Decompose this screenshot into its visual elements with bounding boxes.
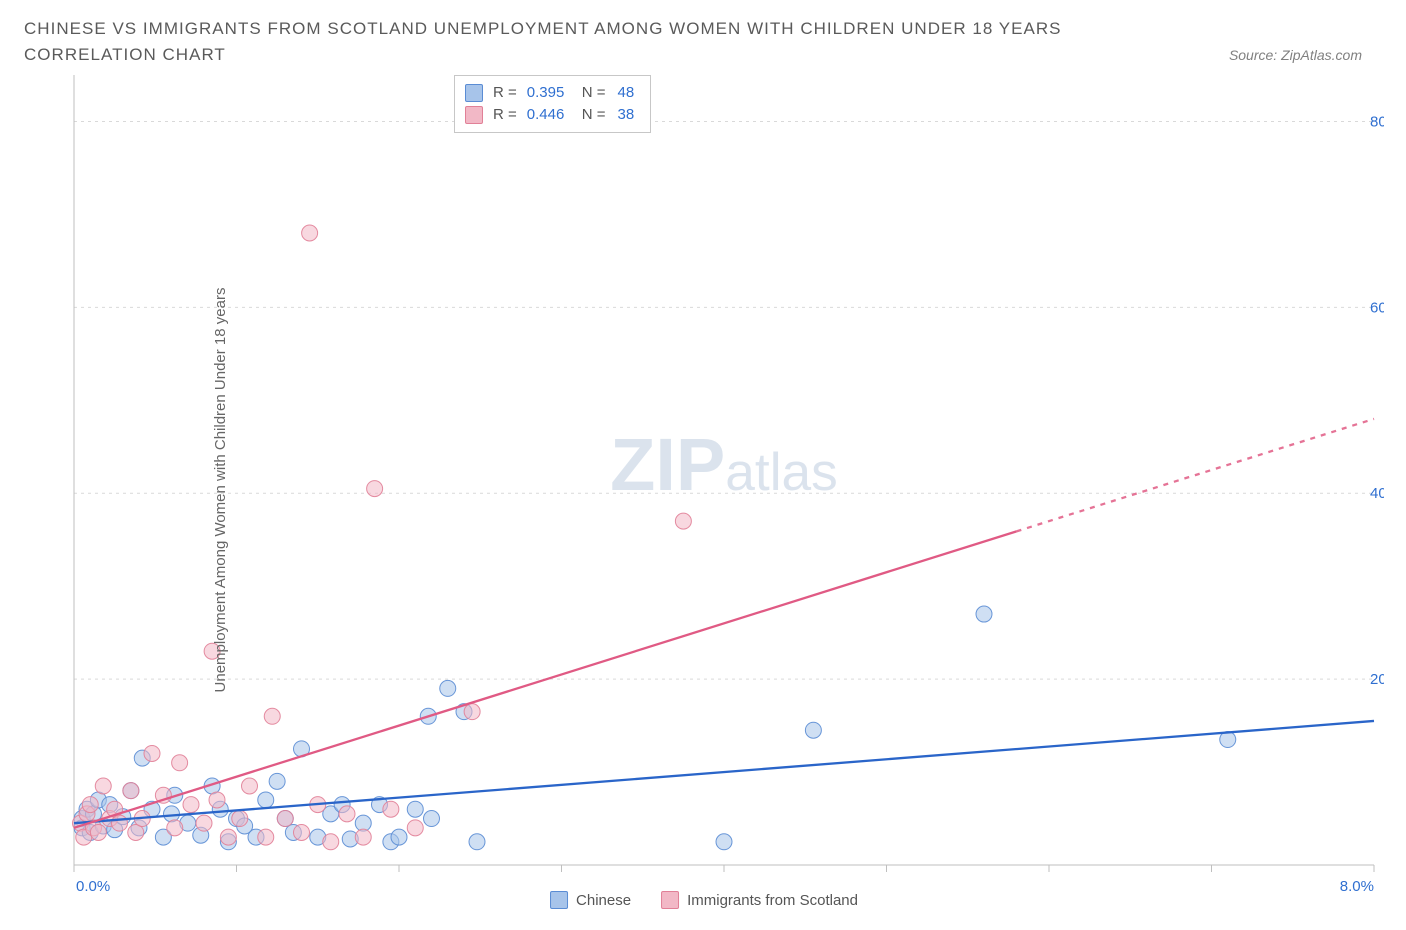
legend-item-chinese: Chinese — [550, 891, 631, 909]
bottom-legend: Chinese Immigrants from Scotland — [550, 891, 858, 909]
svg-text:40.0%: 40.0% — [1370, 485, 1384, 502]
svg-text:8.0%: 8.0% — [1340, 878, 1374, 895]
stats-row-chinese: R = 0.395 N = 48 — [465, 82, 634, 104]
legend-item-scotland: Immigrants from Scotland — [661, 891, 858, 909]
n-value-scotland: 38 — [618, 104, 635, 126]
legend-label-chinese: Chinese — [576, 892, 631, 909]
chart-header: CHINESE VS IMMIGRANTS FROM SCOTLAND UNEM… — [24, 16, 1382, 67]
legend-label-scotland: Immigrants from Scotland — [687, 892, 858, 909]
svg-text:80.0%: 80.0% — [1370, 113, 1384, 130]
chart-title: CHINESE VS IMMIGRANTS FROM SCOTLAND UNEM… — [24, 16, 1144, 67]
stats-row-scotland: R = 0.446 N = 38 — [465, 104, 634, 126]
svg-text:0.0%: 0.0% — [76, 878, 110, 895]
n-value-chinese: 48 — [618, 82, 635, 104]
swatch-scotland — [465, 106, 483, 124]
r-label: R = — [493, 104, 517, 126]
legend-swatch-scotland — [661, 891, 679, 909]
r-value-scotland: 0.446 — [527, 104, 572, 126]
swatch-chinese — [465, 84, 483, 102]
legend-swatch-chinese — [550, 891, 568, 909]
r-label: R = — [493, 82, 517, 104]
n-label: N = — [582, 82, 606, 104]
correlation-chart: Unemployment Among Women with Children U… — [24, 75, 1384, 905]
r-value-chinese: 0.395 — [527, 82, 572, 104]
svg-text:ZIPatlas: ZIPatlas — [610, 423, 838, 506]
n-label: N = — [582, 104, 606, 126]
svg-text:20.0%: 20.0% — [1370, 671, 1384, 688]
y-axis-title: Unemployment Among Women with Children U… — [212, 288, 229, 693]
source-attribution: Source: ZipAtlas.com — [1229, 47, 1362, 67]
svg-text:60.0%: 60.0% — [1370, 299, 1384, 316]
stats-box: R = 0.395 N = 48 R = 0.446 N = 38 — [454, 75, 651, 133]
